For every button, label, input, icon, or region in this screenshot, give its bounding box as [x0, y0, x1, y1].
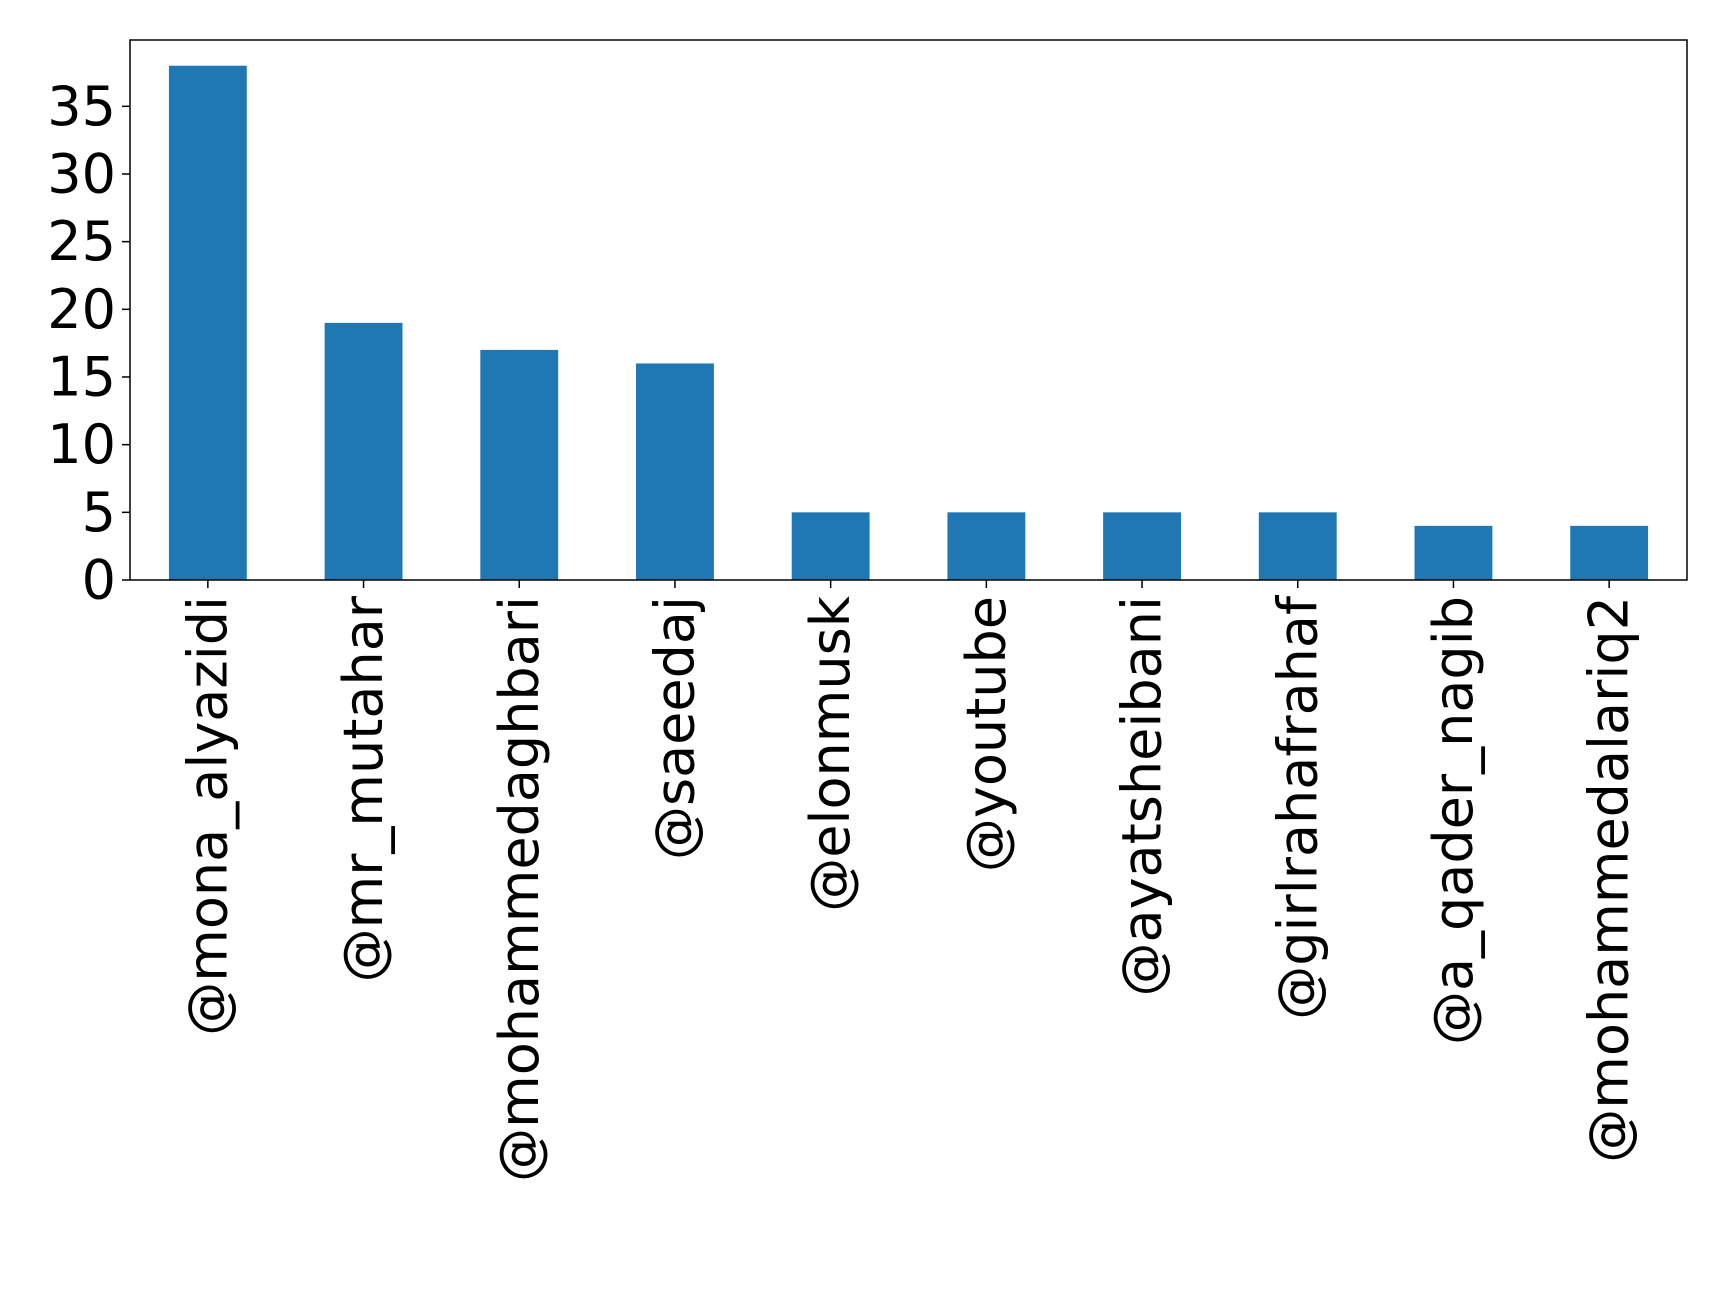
bar: [636, 363, 714, 580]
bar: [1103, 512, 1181, 580]
x-axis: @mona_alyazidi @mr_mutahar @mohammedaghbar…: [176, 580, 1641, 1182]
y-tick-label: 20: [47, 278, 116, 341]
bar: [1258, 512, 1337, 580]
y-tick-label: 35: [47, 75, 116, 138]
y-tick-label: 10: [47, 413, 116, 476]
x-category-label: @saeedaj: [643, 596, 706, 860]
bar: [168, 65, 247, 580]
bar: [947, 512, 1026, 580]
bar: [1414, 525, 1493, 580]
bars-group: [168, 65, 1649, 580]
bar: [1570, 525, 1649, 580]
y-tick-label: 15: [47, 345, 116, 408]
bar: [324, 322, 403, 580]
x-category-label: @mr_mutahar: [332, 595, 395, 982]
x-category-label: @mohammedaghbari: [488, 596, 551, 1182]
y-tick-label: 30: [47, 142, 116, 205]
bar: [791, 512, 870, 580]
y-tick-label: 25: [47, 210, 116, 273]
x-category-label: @youtube: [955, 596, 1018, 872]
x-category-label: @ayatsheibani: [1111, 596, 1174, 997]
y-tick-label: 0: [82, 549, 116, 612]
x-category-label: @mohammedalariq2: [1578, 596, 1641, 1163]
y-tick-label: 5: [82, 481, 116, 544]
bar: [480, 349, 559, 580]
x-category-label: @a_qader_nagib: [1422, 596, 1485, 1045]
x-category-label: @elonmusk: [799, 595, 862, 911]
x-category-label: @mona_alyazidi: [176, 596, 239, 1036]
x-category-label: @girlrahafrahaf: [1266, 594, 1329, 1020]
